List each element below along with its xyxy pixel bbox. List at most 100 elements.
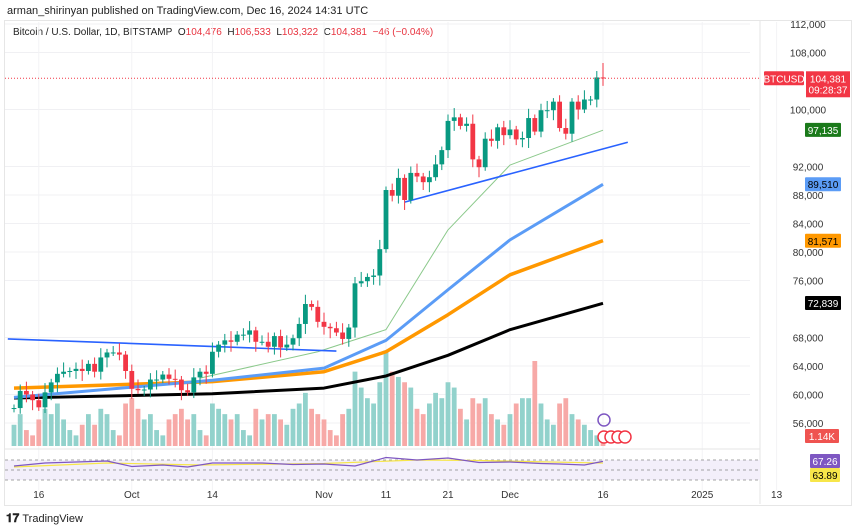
candle-body bbox=[24, 390, 29, 395]
volume-bar bbox=[36, 419, 42, 446]
low-value: 103,322 bbox=[281, 27, 319, 38]
candle-body bbox=[166, 374, 172, 379]
volume-bar bbox=[210, 403, 215, 446]
volume-bar bbox=[520, 398, 525, 446]
volume-bar bbox=[569, 414, 575, 446]
volume-bar bbox=[160, 435, 166, 446]
price-tick: 76,000 bbox=[793, 277, 824, 288]
rsi-ma-label: 63.89 bbox=[812, 471, 837, 482]
volume-bar bbox=[48, 414, 54, 446]
volume-bar bbox=[358, 387, 364, 446]
volume-bar bbox=[489, 414, 494, 446]
ma20-label-bg bbox=[805, 122, 841, 137]
volume-bar bbox=[377, 382, 383, 446]
candle-body bbox=[197, 371, 203, 378]
volume-bar bbox=[30, 435, 35, 446]
trendline bbox=[7, 338, 337, 352]
candle-body bbox=[210, 351, 215, 374]
candle-body bbox=[179, 379, 184, 391]
flag-icon bbox=[618, 430, 632, 444]
price-tick: 80,000 bbox=[793, 248, 824, 259]
volume-bar bbox=[389, 371, 395, 446]
candle-body bbox=[569, 101, 575, 134]
volume-bar bbox=[420, 414, 426, 446]
candle-body bbox=[135, 388, 141, 391]
volume-bar bbox=[203, 435, 209, 446]
candle-body bbox=[371, 275, 376, 277]
candle-body bbox=[284, 344, 290, 348]
candle-body bbox=[117, 352, 122, 355]
candle-body bbox=[396, 177, 401, 196]
candle-body bbox=[17, 390, 23, 409]
volume-bar bbox=[582, 424, 587, 446]
chart-frame bbox=[4, 20, 852, 506]
candle-body bbox=[79, 368, 85, 371]
ma50-label: 89,510 bbox=[808, 180, 839, 191]
volume-bar bbox=[588, 430, 593, 446]
candle-body bbox=[98, 357, 104, 372]
candle-body bbox=[309, 304, 314, 307]
volume-bar bbox=[129, 398, 135, 446]
price-tick: 92,000 bbox=[793, 163, 824, 174]
ma200-line bbox=[13, 301, 604, 400]
open-value: 104,476 bbox=[185, 27, 222, 38]
candle-body bbox=[265, 341, 271, 347]
volume-bar bbox=[24, 430, 29, 446]
time-tick: Oct bbox=[124, 490, 140, 501]
rsi-ma-label-bg bbox=[810, 468, 840, 482]
candle-body bbox=[30, 394, 35, 401]
candle-body bbox=[582, 99, 587, 110]
candle-body bbox=[507, 129, 513, 136]
volume-bar bbox=[303, 392, 308, 446]
candle-body bbox=[172, 378, 178, 380]
candle-body bbox=[346, 327, 352, 339]
candle-body bbox=[520, 138, 525, 140]
candle-body bbox=[48, 382, 54, 393]
candle-body bbox=[365, 276, 370, 282]
high-value: 106,533 bbox=[234, 27, 271, 38]
volume-bar bbox=[253, 408, 259, 446]
candle-body bbox=[129, 370, 135, 389]
candle-body bbox=[551, 101, 556, 111]
symbol-title[interactable]: Bitcoin / U.S. Dollar, 1D, BITSTAMP bbox=[13, 27, 173, 38]
candle-body bbox=[272, 336, 277, 347]
volume-bar bbox=[265, 414, 271, 446]
volume-bar bbox=[241, 430, 246, 446]
volume-bar bbox=[309, 408, 314, 446]
volume-bar bbox=[135, 408, 141, 446]
tradingview-logo[interactable]: 𝟏𝟕 TradingView bbox=[6, 511, 83, 525]
volume-bar bbox=[365, 398, 370, 446]
volume-bar bbox=[402, 382, 407, 446]
rsi-label: 67.26 bbox=[812, 457, 837, 468]
volume-bar bbox=[117, 435, 122, 446]
candle-body bbox=[247, 330, 252, 335]
candle-body bbox=[526, 118, 531, 138]
ohlc-legend: Bitcoin / U.S. Dollar, 1D, BITSTAMP O104… bbox=[13, 27, 433, 38]
event-icon bbox=[597, 413, 611, 427]
price-tick: 68,000 bbox=[793, 334, 824, 345]
price-tick: 100,000 bbox=[790, 106, 827, 117]
volume-bar bbox=[179, 408, 184, 446]
volume-bar bbox=[110, 430, 116, 446]
volume-bar bbox=[197, 430, 203, 446]
volume-bar bbox=[458, 408, 463, 446]
volume-bar bbox=[551, 424, 556, 446]
volume-bar bbox=[92, 424, 97, 446]
volume-bar bbox=[259, 419, 265, 446]
candle-body bbox=[433, 164, 438, 178]
rsi-label-bg bbox=[810, 454, 840, 468]
volume-bar bbox=[11, 424, 17, 446]
volume-bar bbox=[445, 382, 451, 446]
volume-bar bbox=[396, 376, 401, 446]
ma200-label: 72,839 bbox=[808, 299, 839, 310]
candle-body bbox=[439, 150, 445, 165]
volume-bar bbox=[228, 419, 234, 446]
candle-body bbox=[67, 370, 73, 372]
volume-bar bbox=[414, 408, 420, 446]
candle-body bbox=[148, 379, 153, 390]
ma50-label-bg bbox=[805, 177, 841, 192]
volume-bar bbox=[408, 387, 414, 446]
candle-body bbox=[476, 159, 482, 168]
volume-bar bbox=[234, 414, 240, 446]
